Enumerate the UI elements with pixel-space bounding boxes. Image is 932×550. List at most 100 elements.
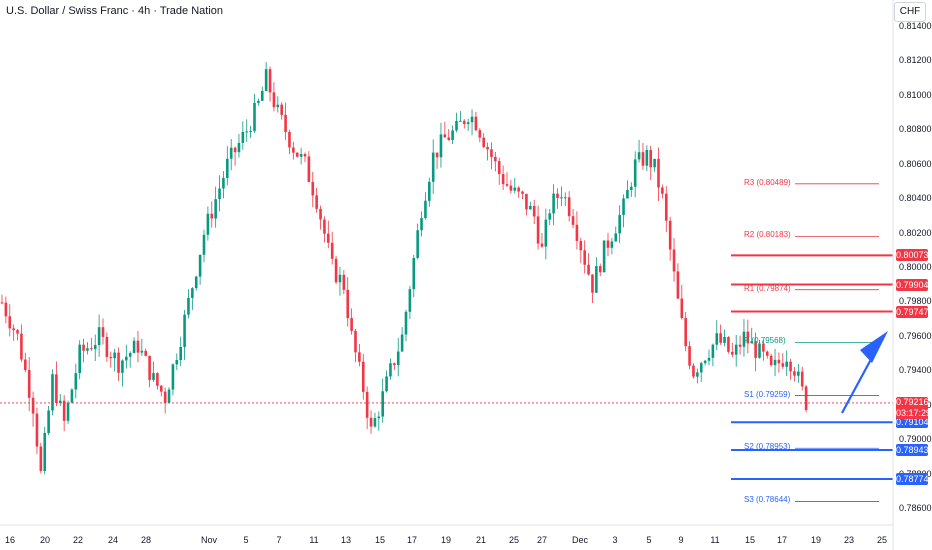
candle-body [501, 174, 505, 185]
candle-body [330, 242, 334, 259]
candle-body [474, 116, 478, 131]
candle-body [416, 230, 419, 258]
pivot-label: S3 (0.78644) [744, 495, 791, 505]
candle-body [226, 158, 229, 178]
level-price-tag: 0.80073 [896, 249, 929, 262]
candle-body [369, 417, 373, 427]
x-tick-label: 24 [107, 535, 119, 545]
level-price-tag: 0.79747 [896, 305, 929, 318]
candle-body [626, 189, 629, 199]
candle-body [393, 363, 396, 366]
pivot-label: R3 (0.80489) [744, 177, 791, 187]
candle-body [210, 213, 214, 219]
candle-body [529, 205, 532, 210]
candle-body [66, 402, 70, 421]
candle-body [645, 149, 649, 166]
candle-body [159, 385, 163, 392]
candle-body [315, 195, 318, 209]
candle-body [412, 257, 416, 290]
candle-body [125, 356, 128, 361]
candle-body [303, 153, 307, 157]
pivot-label: R1 (0.79874) [744, 283, 791, 293]
candle-body [595, 266, 598, 293]
candle-body [404, 311, 408, 335]
candle-body [455, 121, 458, 131]
candle-body [78, 344, 81, 374]
candle-body [466, 122, 470, 125]
candle-body [257, 100, 260, 103]
candle-body [494, 156, 497, 162]
candle-body [334, 258, 338, 283]
candle-body [598, 266, 602, 273]
candle-body [490, 149, 493, 157]
candle-body [148, 355, 151, 380]
x-tick-label: 3 [612, 535, 618, 545]
y-tick-label: 0.79400 [899, 365, 932, 376]
candle-body [497, 161, 501, 175]
candle-body [606, 240, 610, 248]
candle-body [521, 191, 524, 194]
candle-body [482, 137, 485, 147]
x-tick-label: 20 [39, 535, 51, 545]
candle-body [346, 289, 350, 319]
x-tick-label: 17 [776, 535, 788, 545]
candle-body [754, 341, 757, 358]
candle-body [361, 361, 365, 392]
candle-body [241, 131, 245, 143]
x-tick-label: 28 [140, 535, 152, 545]
candle-body [229, 147, 233, 159]
candle-body [237, 142, 241, 153]
candle-body [16, 330, 19, 334]
candle-body [800, 371, 804, 387]
candle-body [51, 374, 54, 411]
x-tick-label: 11 [309, 535, 319, 545]
candle-body [171, 364, 175, 390]
candle-body [459, 120, 462, 122]
candle-body [532, 205, 536, 217]
candle-body [633, 159, 637, 187]
currency-label[interactable]: CHF [894, 2, 926, 22]
candle-body [439, 134, 443, 158]
x-tick-label: 13 [340, 535, 352, 545]
candle-body [292, 147, 295, 153]
candle-body [121, 360, 124, 373]
candle-body [299, 153, 303, 157]
candle-body [358, 352, 361, 362]
candle-body [109, 357, 113, 359]
candle-body [93, 345, 97, 350]
candle-body [175, 359, 179, 365]
candle-body [62, 400, 66, 421]
candle-body [758, 343, 761, 358]
candle-body [222, 177, 225, 189]
candle-body [696, 372, 699, 377]
candle-body [420, 218, 423, 231]
candle-body [567, 197, 571, 217]
candle-body [653, 158, 656, 168]
y-tick-label: 0.80200 [899, 227, 932, 238]
candle-body [47, 410, 50, 433]
candle-body [253, 102, 256, 131]
x-tick-label: 7 [276, 535, 282, 545]
arrow-head [860, 331, 888, 363]
candle-body [144, 350, 148, 356]
candle-body [136, 340, 140, 353]
candle-body [804, 386, 808, 411]
pivot-label: R2 (0.80183) [744, 230, 791, 240]
candle-body [525, 193, 528, 210]
candle-body [443, 134, 447, 138]
candle-body [711, 344, 715, 358]
candle-body [288, 131, 291, 148]
candle-body [24, 359, 27, 371]
candle-body [540, 243, 544, 247]
candle-body [249, 130, 252, 132]
candle-body [206, 213, 210, 235]
x-tick-label: 23 [843, 535, 855, 545]
candle-body [319, 208, 322, 220]
candle-body [715, 333, 719, 345]
candle-body [447, 137, 451, 140]
candle-body [793, 371, 796, 376]
candle-body [552, 193, 555, 214]
candle-body [35, 413, 39, 447]
candle-body [750, 341, 754, 344]
